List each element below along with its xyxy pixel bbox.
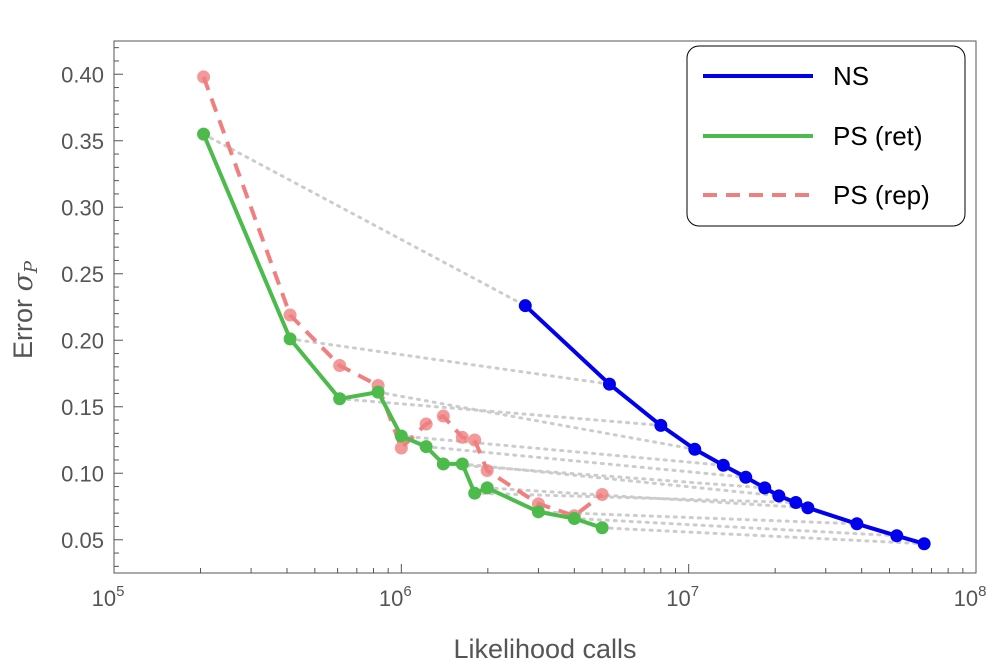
data-point-ps-ret [371,385,385,399]
y-axis-title: Error σP [8,260,42,359]
y-tick-label: 0.30 [61,195,104,220]
data-point-ps-ret [197,127,211,141]
data-point-ns [518,299,532,313]
connector-line [288,337,611,386]
data-point-ps-rep [455,430,469,444]
y-tick-label: 0.10 [61,461,104,486]
data-point-ns [739,470,753,484]
data-point-ps-rep [394,441,408,455]
x-tick-label: 107 [666,583,699,611]
y-tick-label: 0.40 [61,62,104,87]
x-tick-label: 105 [92,583,125,611]
data-point-ps-ret [595,521,609,535]
data-point-ps-rep [468,433,482,447]
connector-line [202,132,527,308]
data-point-ps-ret [480,481,494,495]
connector-line [424,445,748,479]
y-tick-label: 0.15 [61,395,104,420]
data-point-ns [688,442,702,456]
connector-line [485,486,810,510]
legend-label-ns: NS [833,61,869,91]
series-layer [197,70,931,551]
data-point-ps-rep [283,308,297,322]
y-tick-label: 0.35 [61,129,104,154]
data-point-ns [850,517,864,531]
data-point-ps-ret [333,392,347,406]
data-point-ps-ret [436,457,450,471]
data-point-ns [602,377,616,391]
legend-box [686,45,966,227]
data-point-ns [758,481,772,495]
data-point-ps-ret [419,440,433,454]
data-point-ps-ret [468,486,482,500]
data-point-ps-rep [480,464,494,478]
data-point-ns [654,418,668,432]
legend: NS PS (ret) PS (rep) [686,45,966,227]
data-point-ps-ret [567,511,581,525]
data-point-ps-ret [455,457,469,471]
data-point-ns [890,529,904,543]
connector-line [600,526,926,546]
connector-line [399,434,725,467]
data-point-ps-rep [197,70,211,84]
connector-line [572,516,899,538]
legend-label-ps-rep: PS (rep) [833,180,930,210]
legend-label-ps-ret: PS (ret) [833,121,923,151]
y-tick-label: 0.20 [61,328,104,353]
x-axis-title: Likelihood calls [453,634,636,664]
connector-line [460,462,781,498]
data-point-ns [917,537,931,551]
data-point-ps-ret [283,332,297,346]
connector-layer [202,132,926,546]
data-point-ps-rep [419,417,433,431]
data-point-ps-rep [436,409,450,423]
x-tick-label: 106 [379,583,412,611]
connector-line [473,491,798,505]
data-point-ps-rep [333,359,347,373]
connector-line [338,397,663,427]
plot-frame [113,40,977,574]
axis-layer: 105 106 107 108 0.05 0.10 0.15 0.20 0.25 0.30 0.35… [61,47,987,611]
data-point-ps-rep [595,488,609,502]
y-tick-label: 0.05 [61,528,104,553]
data-point-ns [716,458,730,472]
connector-line [536,510,859,526]
data-point-ps-ret [531,505,545,519]
y-tick-label: 0.25 [61,262,104,287]
connector-line [376,390,697,451]
series-line-ps-ret [201,132,605,530]
data-point-ns [772,489,786,503]
data-point-ns [789,496,803,510]
data-point-ps-ret [394,429,408,443]
connector-line [441,462,767,490]
x-tick-label: 108 [954,583,987,611]
data-point-ns [801,501,815,515]
